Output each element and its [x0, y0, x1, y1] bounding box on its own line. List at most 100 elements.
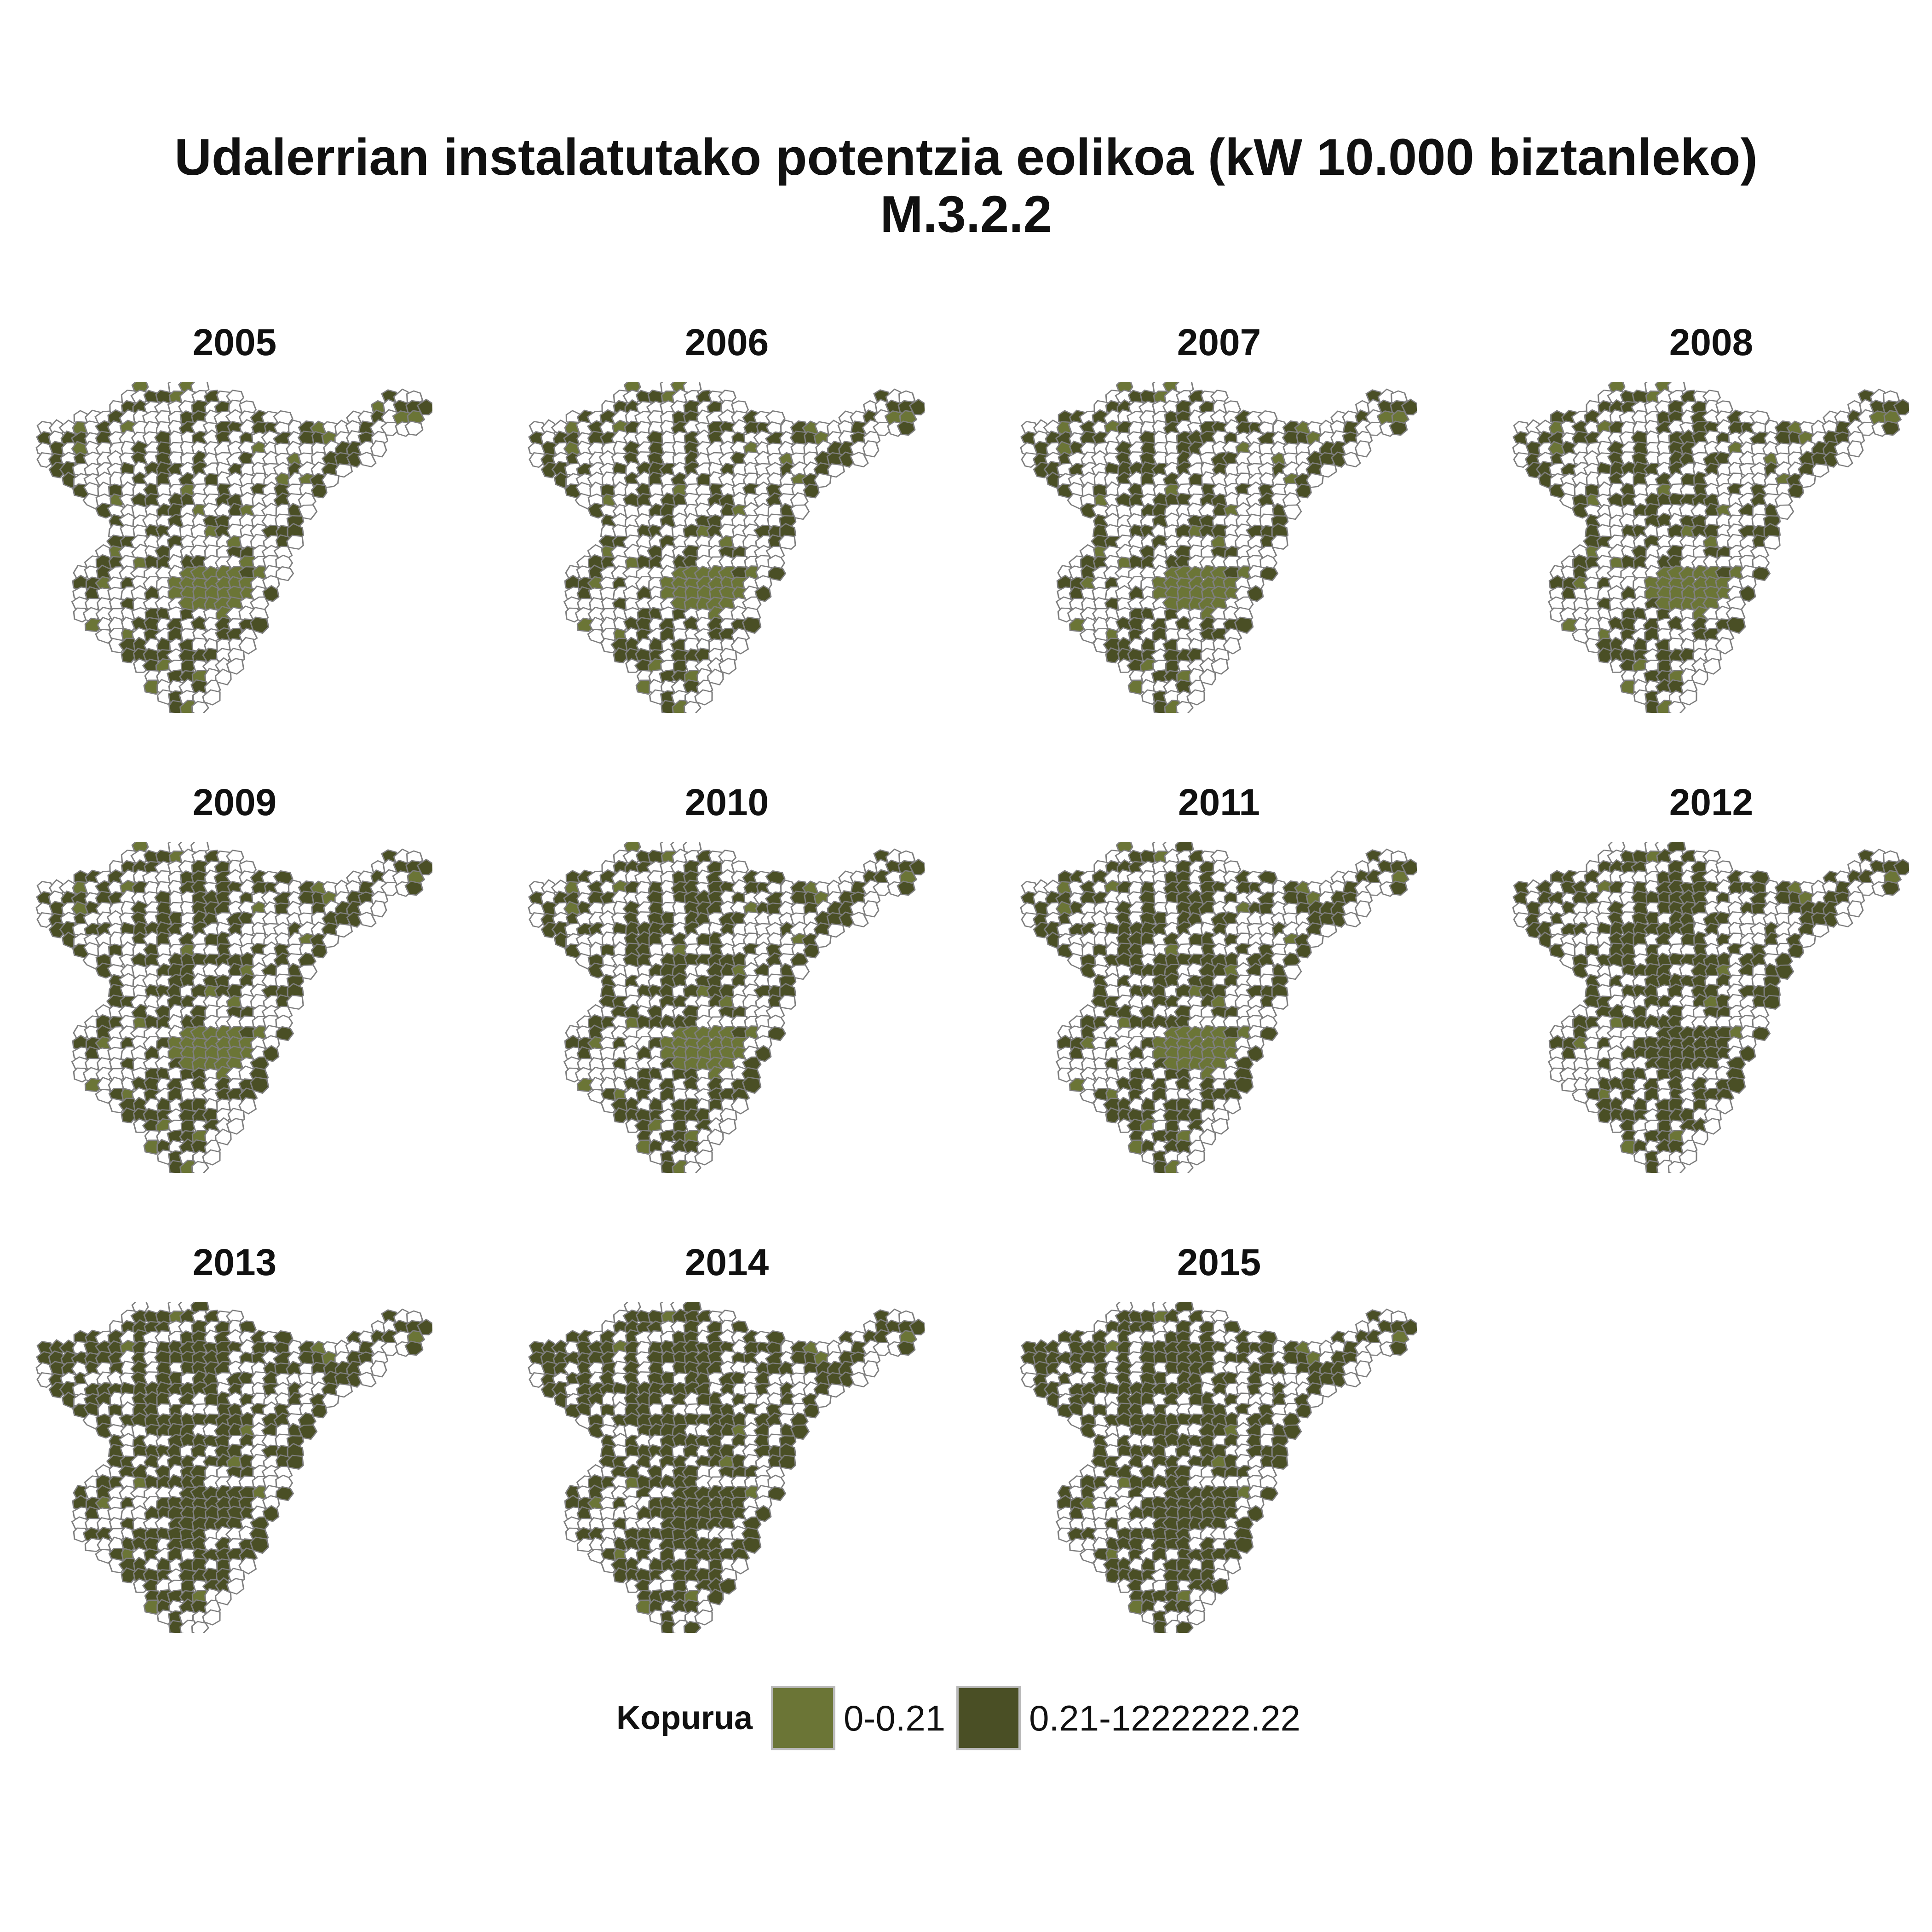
municipality [827, 463, 845, 478]
panel-year-label: 2013 [192, 1242, 277, 1283]
municipality [1571, 1088, 1591, 1104]
municipality [1401, 858, 1417, 876]
municipality [1210, 658, 1229, 675]
municipality [1752, 566, 1771, 581]
municipality [754, 1045, 772, 1062]
municipality [121, 1567, 138, 1584]
municipality [1364, 421, 1385, 436]
municipality [36, 452, 53, 468]
municipality [1305, 932, 1324, 948]
municipality [529, 1372, 546, 1388]
panel-year-label: 2005 [192, 322, 277, 363]
municipality [156, 1149, 172, 1165]
municipality [36, 1372, 53, 1388]
municipality [635, 1139, 653, 1155]
municipality-map [528, 382, 925, 713]
municipality [275, 566, 294, 581]
municipality [1186, 689, 1205, 706]
municipality [1679, 1149, 1697, 1166]
municipality [416, 398, 432, 416]
municipality [286, 995, 304, 1010]
municipality [827, 1383, 845, 1398]
municipality [370, 440, 387, 458]
municipality [275, 1026, 294, 1041]
municipality [310, 483, 328, 499]
municipality [718, 658, 737, 675]
municipality [238, 1097, 257, 1115]
municipality [872, 421, 893, 436]
municipality [1282, 504, 1302, 520]
municipality [1513, 452, 1530, 468]
municipality [1270, 995, 1288, 1010]
municipality [862, 1360, 880, 1378]
municipality [1668, 701, 1686, 713]
municipality [1199, 668, 1216, 686]
municipality [1691, 1128, 1708, 1146]
municipality [191, 701, 209, 713]
municipality [215, 1128, 232, 1146]
municipality [48, 461, 66, 478]
municipality [1319, 923, 1338, 938]
municipality [1341, 912, 1361, 928]
municipality [613, 647, 630, 664]
municipality [380, 1341, 401, 1356]
municipality [36, 912, 53, 928]
municipality [1354, 440, 1372, 458]
municipality [286, 1455, 304, 1470]
municipality [334, 923, 353, 938]
municipality [1234, 1076, 1254, 1094]
municipality [1079, 628, 1098, 644]
map-panel-2008: 2008 [1504, 322, 1918, 727]
municipality [730, 1097, 749, 1115]
municipality [803, 943, 820, 959]
municipality [803, 483, 820, 499]
municipality [1259, 1026, 1279, 1041]
municipality [754, 585, 772, 602]
municipality [310, 943, 328, 959]
municipality [226, 658, 245, 675]
municipality [1175, 701, 1194, 713]
municipality-map [1020, 382, 1417, 713]
chart-title: Udalerrian instalatutako potentzia eolik… [0, 129, 1932, 243]
municipality [1834, 912, 1853, 928]
municipality [357, 452, 377, 468]
municipality [298, 504, 318, 520]
municipality [156, 689, 172, 705]
municipality [767, 566, 787, 581]
municipality-map [1512, 382, 1909, 713]
municipality [1389, 880, 1408, 896]
municipality [321, 1392, 340, 1408]
municipality [849, 452, 869, 468]
map-panel-2006: 2006 [520, 322, 934, 727]
municipality [1247, 585, 1264, 602]
municipality [1787, 483, 1804, 499]
municipality [742, 616, 762, 634]
municipality-map [528, 842, 925, 1173]
municipality [1141, 1149, 1157, 1165]
municipality [95, 628, 114, 644]
panel-year-label: 2010 [684, 782, 769, 823]
municipality [1834, 452, 1853, 468]
municipality [202, 1609, 221, 1626]
municipality [249, 616, 270, 634]
municipality [191, 1161, 209, 1173]
municipality [613, 1107, 630, 1124]
municipality [1715, 637, 1734, 655]
panel-year-label: 2011 [1178, 782, 1260, 823]
municipality [827, 923, 845, 938]
municipality [286, 535, 304, 550]
municipality [143, 679, 161, 695]
municipality [380, 881, 401, 896]
municipality [1186, 1149, 1205, 1166]
municipality [404, 420, 424, 436]
municipality [790, 504, 810, 520]
municipality [1762, 995, 1781, 1010]
municipality [202, 689, 221, 706]
municipality [872, 881, 893, 896]
municipality [215, 668, 232, 686]
panel-year-label: 2006 [684, 322, 769, 363]
municipality [540, 921, 558, 938]
municipality [908, 1318, 925, 1336]
municipality [897, 420, 916, 436]
municipality [1105, 647, 1122, 664]
